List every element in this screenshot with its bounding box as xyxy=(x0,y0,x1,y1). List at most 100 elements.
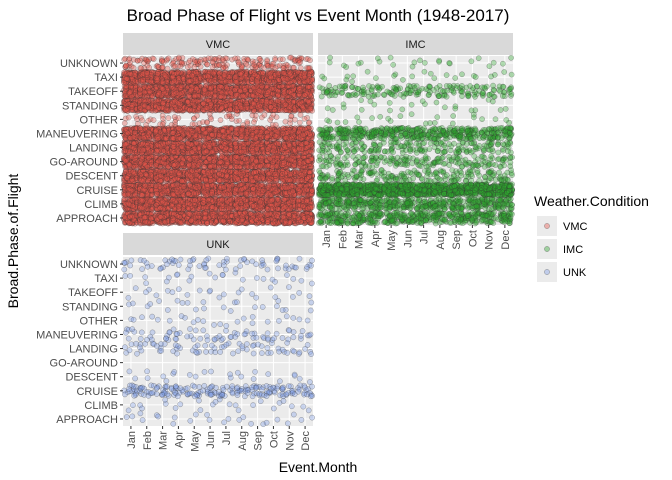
data-point xyxy=(129,176,135,183)
data-point xyxy=(202,214,209,221)
data-point xyxy=(126,211,133,218)
data-point xyxy=(172,175,178,182)
data-point xyxy=(235,176,241,183)
data-point xyxy=(195,219,202,225)
data-point xyxy=(123,219,130,226)
data-point xyxy=(187,172,194,179)
data-point xyxy=(217,177,224,184)
data-point xyxy=(154,191,160,197)
data-point xyxy=(257,199,264,205)
data-point xyxy=(127,220,134,226)
data-point xyxy=(226,183,232,190)
data-point xyxy=(169,203,175,210)
data-point xyxy=(257,211,264,218)
data-point xyxy=(125,200,132,207)
data-point xyxy=(139,192,145,199)
data-point xyxy=(255,190,262,196)
data-point xyxy=(224,191,231,198)
data-point xyxy=(132,212,139,219)
data-point xyxy=(126,214,133,221)
data-point xyxy=(250,186,257,192)
data-point xyxy=(133,216,140,223)
data-point xyxy=(124,213,131,220)
data-point xyxy=(131,213,138,219)
data-point xyxy=(130,212,136,219)
data-point xyxy=(129,220,136,227)
data-point xyxy=(220,217,227,224)
data-point xyxy=(124,218,131,225)
data-point xyxy=(282,218,289,225)
data-point xyxy=(174,213,181,220)
data-point xyxy=(130,213,136,220)
data-point xyxy=(272,186,278,193)
data-point xyxy=(177,188,184,195)
data-point xyxy=(130,210,137,217)
data-point xyxy=(157,177,164,184)
data-point xyxy=(132,211,139,218)
data-point xyxy=(304,197,310,204)
data-point xyxy=(236,170,243,177)
data-point xyxy=(158,172,164,179)
data-point xyxy=(209,190,215,197)
data-point xyxy=(242,176,249,183)
data-point xyxy=(134,214,141,221)
data-point xyxy=(251,169,258,176)
data-point xyxy=(145,177,151,184)
data-point xyxy=(131,212,138,218)
data-point xyxy=(129,211,135,218)
data-point xyxy=(125,212,131,219)
data-point xyxy=(126,220,133,226)
data-point xyxy=(282,203,289,210)
data-point xyxy=(232,211,239,217)
data-point xyxy=(295,186,301,192)
data-point xyxy=(239,213,246,220)
data-point xyxy=(121,214,128,220)
data-point xyxy=(241,185,248,192)
data-point xyxy=(132,214,139,221)
data-point xyxy=(123,215,130,222)
data-point xyxy=(122,220,128,226)
data-point xyxy=(192,197,199,203)
data-point xyxy=(126,213,133,220)
facet-panels: VMCAPPROACHCLIMBCRUISEDESCENTGO-AROUNDLA… xyxy=(36,33,516,452)
data-point xyxy=(175,203,182,210)
data-point xyxy=(253,174,259,181)
data-point xyxy=(124,218,130,225)
data-point xyxy=(127,209,133,216)
data-point xyxy=(124,215,131,222)
data-point xyxy=(124,175,130,181)
data-point xyxy=(129,212,135,218)
data-point xyxy=(130,169,137,175)
data-point xyxy=(295,198,302,204)
data-point xyxy=(122,212,128,218)
data-point xyxy=(300,203,306,210)
data-point xyxy=(143,202,150,209)
data-point xyxy=(264,211,271,218)
data-point xyxy=(274,213,280,220)
data-point xyxy=(133,218,140,225)
data-point xyxy=(306,217,312,224)
data-point xyxy=(303,187,310,193)
data-point xyxy=(130,214,137,221)
data-point xyxy=(289,183,296,189)
data-point xyxy=(127,215,134,221)
data-point xyxy=(130,212,137,219)
data-point xyxy=(126,214,133,221)
data-point xyxy=(130,213,137,220)
data-point xyxy=(125,190,132,197)
panel-background xyxy=(123,56,313,225)
data-point xyxy=(177,219,184,226)
data-point xyxy=(130,219,136,226)
data-point xyxy=(232,220,239,227)
data-point xyxy=(121,213,127,219)
data-point xyxy=(185,191,192,197)
data-point xyxy=(232,186,239,193)
data-point xyxy=(268,197,275,204)
data-point xyxy=(126,220,133,226)
panel-grid xyxy=(123,56,313,225)
data-point xyxy=(130,209,137,216)
data-point xyxy=(121,215,127,222)
data-point xyxy=(127,219,133,226)
data-point xyxy=(160,206,166,213)
data-point xyxy=(161,188,168,195)
